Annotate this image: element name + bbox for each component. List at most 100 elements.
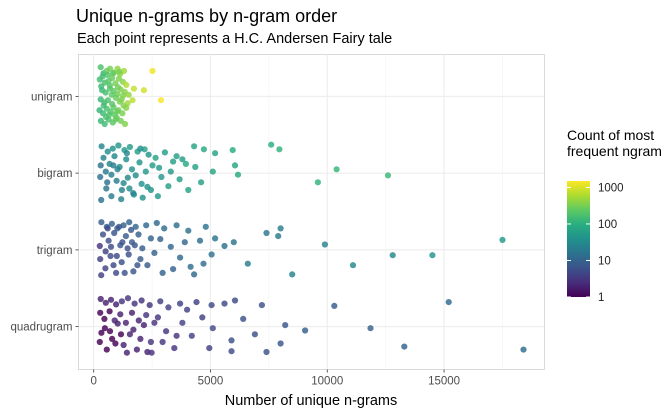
data-point xyxy=(118,186,125,194)
data-point xyxy=(177,300,184,307)
color-legend: 1 10 100 1000 xyxy=(567,181,624,304)
data-point xyxy=(113,269,120,276)
data-point xyxy=(184,306,191,313)
data-point xyxy=(200,260,207,267)
data-point xyxy=(107,243,115,250)
data-point xyxy=(181,239,188,246)
data-point xyxy=(96,338,103,346)
data-point xyxy=(102,248,109,255)
data-point xyxy=(145,151,152,158)
data-point xyxy=(199,314,206,321)
data-point xyxy=(151,319,158,326)
data-point xyxy=(146,302,153,309)
data-point xyxy=(135,317,142,324)
data-point xyxy=(244,260,251,267)
data-point xyxy=(117,331,125,338)
data-point xyxy=(182,160,189,167)
data-point xyxy=(157,298,164,305)
data-point xyxy=(120,341,127,349)
y-tick-label: trigram xyxy=(37,245,73,257)
data-point xyxy=(107,296,115,303)
data-point xyxy=(108,171,115,178)
x-tick-label: 5000 xyxy=(198,376,224,388)
data-point xyxy=(101,120,108,128)
data-point xyxy=(128,226,135,233)
data-point xyxy=(130,85,137,92)
gridlines xyxy=(78,54,545,370)
data-point xyxy=(131,300,138,307)
data-point xyxy=(157,97,165,104)
data-point xyxy=(221,242,228,250)
data-point xyxy=(139,194,146,201)
data-point xyxy=(132,223,139,230)
data-point xyxy=(158,173,165,181)
data-point xyxy=(130,268,137,275)
data-point xyxy=(116,223,123,230)
data-point xyxy=(122,319,129,326)
data-point xyxy=(101,315,108,322)
data-point xyxy=(119,110,126,117)
data-point xyxy=(209,325,216,332)
x-axis-label: Number of unique n-grams xyxy=(225,393,397,409)
data-point xyxy=(147,235,154,242)
data-point xyxy=(100,102,107,109)
data-point xyxy=(277,340,284,347)
data-point xyxy=(98,143,105,150)
legend-tick-label: 1000 xyxy=(598,182,624,194)
data-point xyxy=(499,236,506,243)
data-point xyxy=(212,235,219,242)
data-point xyxy=(251,331,258,338)
data-point xyxy=(102,89,109,96)
data-point xyxy=(138,180,145,187)
data-point xyxy=(165,183,172,190)
data-point xyxy=(176,176,183,183)
data-point xyxy=(110,70,117,77)
data-point xyxy=(159,269,166,276)
data-point xyxy=(143,312,150,319)
data-point xyxy=(196,237,204,244)
data-point xyxy=(97,295,104,303)
data-point xyxy=(209,168,216,175)
legend-tick-label: 1 xyxy=(598,292,604,304)
data-point xyxy=(171,345,178,352)
data-point xyxy=(106,82,113,89)
data-point xyxy=(131,242,138,249)
data-point xyxy=(123,150,130,157)
data-point xyxy=(126,185,133,192)
data-point xyxy=(133,346,140,353)
data-point xyxy=(119,239,126,246)
data-point xyxy=(206,345,213,352)
data-point xyxy=(170,266,177,273)
data-point xyxy=(100,154,107,161)
data-point xyxy=(268,141,275,148)
data-point xyxy=(188,332,195,339)
data-point xyxy=(384,172,392,179)
data-point xyxy=(112,116,119,123)
data-point xyxy=(108,220,115,227)
data-point xyxy=(161,225,168,232)
data-point xyxy=(125,251,132,258)
data-point xyxy=(97,309,104,316)
data-point xyxy=(106,111,113,118)
data-point xyxy=(147,338,154,346)
data-point xyxy=(173,153,180,160)
data-point xyxy=(149,162,156,169)
data-point xyxy=(106,65,114,72)
data-point xyxy=(97,162,104,169)
data-point xyxy=(275,233,282,240)
data-point xyxy=(106,328,114,335)
data-point xyxy=(212,150,219,157)
data-point xyxy=(276,146,283,153)
data-point xyxy=(144,262,151,269)
data-point xyxy=(230,239,237,246)
data-point xyxy=(200,146,207,153)
data-point xyxy=(140,322,147,329)
data-point xyxy=(128,166,136,173)
chart-subtitle: Each point represents a H.C. Andersen Fa… xyxy=(77,31,393,47)
y-tick-label: quadrugram xyxy=(10,322,72,334)
data-point xyxy=(102,299,109,306)
data-point xyxy=(130,190,137,197)
data-point xyxy=(104,71,111,78)
data-point xyxy=(97,173,104,181)
data-point xyxy=(331,302,338,309)
